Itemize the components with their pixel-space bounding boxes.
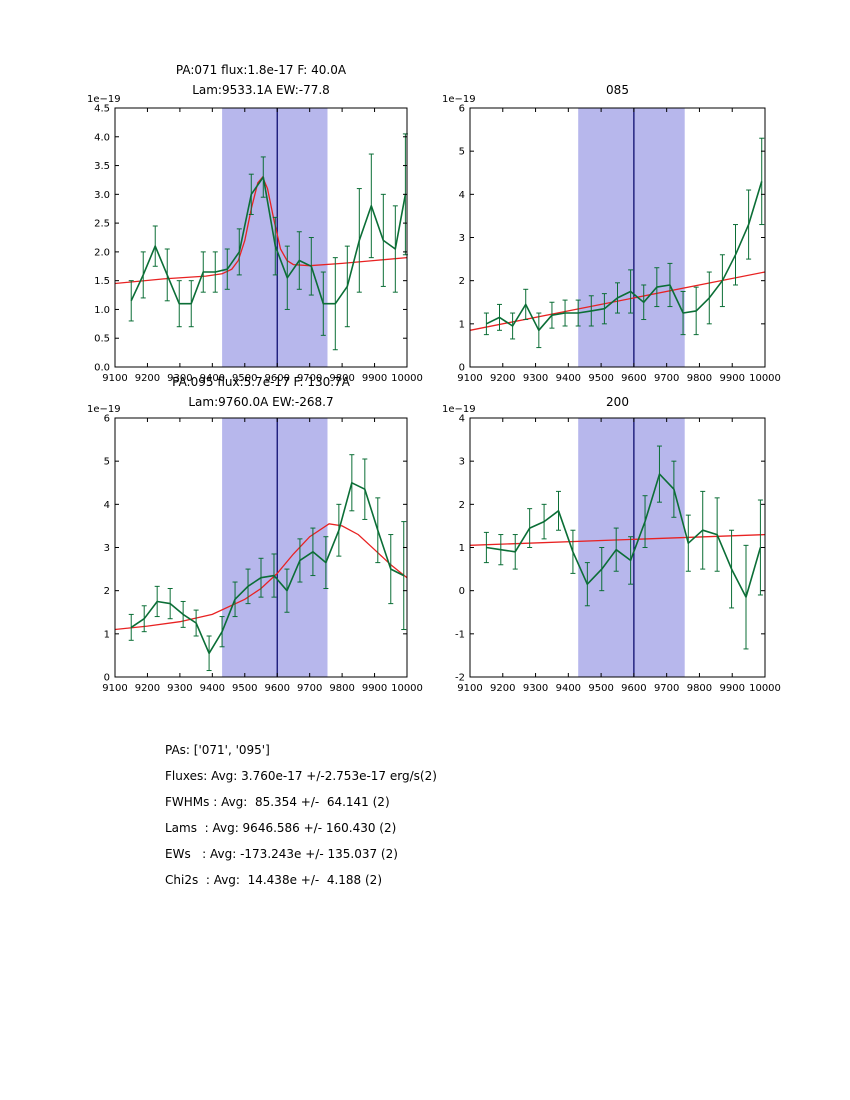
- chart-canvas-pa200: 9100 9200 9300 9400 9500 9600 9700 9800 9900 1000…: [442, 404, 781, 694]
- svg-text:0: 0: [459, 586, 465, 597]
- chart-title-line: Lam:9760.0A EW:-268.7: [188, 395, 334, 409]
- svg-text:0.0: 0.0: [94, 363, 110, 374]
- svg-text:9500: 9500: [588, 683, 613, 694]
- svg-text:4: 4: [459, 414, 465, 425]
- svg-text:9100: 9100: [457, 683, 482, 694]
- summary-fluxes: Fluxes: Avg: 3.760e-17 +/-2.753e-17 erg/…: [165, 769, 437, 783]
- svg-text:0.5: 0.5: [94, 334, 110, 345]
- svg-text:9100: 9100: [457, 373, 482, 384]
- svg-text:9200: 9200: [490, 683, 515, 694]
- chart-canvas-pa071: 9100 9200 9300 9400 9500 9600 9700 9800 9900 1000…: [87, 94, 423, 384]
- svg-text:3.0: 3.0: [94, 190, 110, 201]
- svg-text:1: 1: [104, 629, 110, 640]
- svg-text:9700: 9700: [297, 373, 322, 384]
- svg-text:9800: 9800: [687, 373, 712, 384]
- svg-text:1e−19: 1e−19: [87, 94, 121, 105]
- svg-text:9900: 9900: [719, 683, 744, 694]
- svg-text:1: 1: [459, 543, 465, 554]
- summary-lams: Lams : Avg: 9646.586 +/- 160.430 (2): [165, 821, 397, 835]
- svg-text:9600: 9600: [264, 373, 289, 384]
- svg-text:1.0: 1.0: [94, 305, 110, 316]
- summary-pas: PAs: ['071', '095']: [165, 743, 270, 757]
- chart-title-pa200: 200: [430, 392, 805, 412]
- svg-text:-2: -2: [455, 673, 465, 684]
- svg-text:9400: 9400: [556, 683, 581, 694]
- summary-fwhms: FWHMs : Avg: 85.354 +/- 64.141 (2): [165, 795, 390, 809]
- svg-text:1e−19: 1e−19: [442, 94, 476, 105]
- svg-text:4: 4: [459, 190, 465, 201]
- svg-text:1e−19: 1e−19: [87, 404, 121, 415]
- svg-text:10000: 10000: [391, 683, 423, 694]
- svg-text:4.0: 4.0: [94, 132, 110, 143]
- svg-text:5: 5: [459, 147, 465, 158]
- svg-text:1.5: 1.5: [94, 276, 110, 287]
- svg-text:9300: 9300: [523, 373, 548, 384]
- svg-text:9300: 9300: [167, 373, 192, 384]
- chart-title-line: PA:095 flux:5.7e-17 F: 130.7A: [172, 375, 350, 389]
- svg-text:5: 5: [104, 457, 110, 468]
- svg-text:2: 2: [459, 500, 465, 511]
- svg-text:3.5: 3.5: [94, 161, 110, 172]
- svg-text:2: 2: [104, 586, 110, 597]
- chart-title-line: 200: [606, 395, 629, 409]
- svg-text:9200: 9200: [490, 373, 515, 384]
- svg-text:3: 3: [459, 233, 465, 244]
- svg-text:0: 0: [104, 673, 110, 684]
- svg-text:2.0: 2.0: [94, 247, 110, 258]
- svg-text:9800: 9800: [687, 683, 712, 694]
- svg-text:9900: 9900: [719, 373, 744, 384]
- summary-chi2s: Chi2s : Avg: 14.438e +/- 4.188 (2): [165, 873, 382, 887]
- svg-text:9300: 9300: [167, 683, 192, 694]
- svg-text:10000: 10000: [749, 683, 781, 694]
- svg-text:9400: 9400: [556, 373, 581, 384]
- svg-text:0: 0: [459, 363, 465, 374]
- chart-canvas-pa085: 9100 9200 9300 9400 9500 9600 9700 9800 9900 1000…: [442, 94, 781, 384]
- svg-text:9800: 9800: [329, 373, 354, 384]
- svg-text:9100: 9100: [102, 683, 127, 694]
- summary-ews: EWs : Avg: -173.243e +/- 135.037 (2): [165, 847, 398, 861]
- chart-title-pa071: PA:071 flux:1.8e-17 F: 40.0A Lam:9533.1A…: [75, 60, 447, 100]
- svg-text:1e−19: 1e−19: [442, 404, 476, 415]
- chart-title-line: 085: [606, 83, 629, 97]
- svg-text:9400: 9400: [200, 683, 225, 694]
- svg-text:9500: 9500: [588, 373, 613, 384]
- svg-text:3: 3: [104, 543, 110, 554]
- svg-text:9600: 9600: [621, 683, 646, 694]
- svg-text:-1: -1: [455, 629, 465, 640]
- svg-text:9700: 9700: [297, 683, 322, 694]
- summary-block: PAs: ['071', '095'] Fluxes: Avg: 3.760e-…: [165, 737, 437, 893]
- svg-text:9200: 9200: [135, 683, 160, 694]
- svg-text:9700: 9700: [654, 373, 679, 384]
- chart-title-pa095: PA:095 flux:5.7e-17 F: 130.7A Lam:9760.0…: [75, 372, 447, 412]
- chart-canvas-pa095: 9100 9200 9300 9400 9500 9600 9700 9800 9900 1000…: [87, 404, 423, 694]
- svg-text:6: 6: [104, 414, 110, 425]
- svg-text:9500: 9500: [232, 683, 257, 694]
- chart-title-pa085: 085: [430, 80, 805, 100]
- chart-title-line: PA:071 flux:1.8e-17 F: 40.0A: [175, 63, 347, 77]
- svg-text:9100: 9100: [102, 373, 127, 384]
- svg-text:9700: 9700: [654, 683, 679, 694]
- svg-text:2: 2: [459, 276, 465, 287]
- svg-text:9200: 9200: [135, 373, 160, 384]
- svg-text:9900: 9900: [362, 683, 387, 694]
- svg-text:9500: 9500: [232, 373, 257, 384]
- svg-text:2.5: 2.5: [94, 219, 110, 230]
- svg-text:6: 6: [459, 104, 465, 115]
- chart-title-line: Lam:9533.1A EW:-77.8: [192, 83, 330, 97]
- svg-text:9600: 9600: [621, 373, 646, 384]
- svg-text:9300: 9300: [523, 683, 548, 694]
- svg-text:4: 4: [104, 500, 110, 511]
- svg-text:9400: 9400: [200, 373, 225, 384]
- svg-text:1: 1: [459, 319, 465, 330]
- svg-text:4.5: 4.5: [94, 104, 110, 115]
- svg-text:9900: 9900: [362, 373, 387, 384]
- svg-text:10000: 10000: [749, 373, 781, 384]
- svg-text:9600: 9600: [264, 683, 289, 694]
- svg-text:9800: 9800: [329, 683, 354, 694]
- svg-text:10000: 10000: [391, 373, 423, 384]
- svg-text:3: 3: [459, 457, 465, 468]
